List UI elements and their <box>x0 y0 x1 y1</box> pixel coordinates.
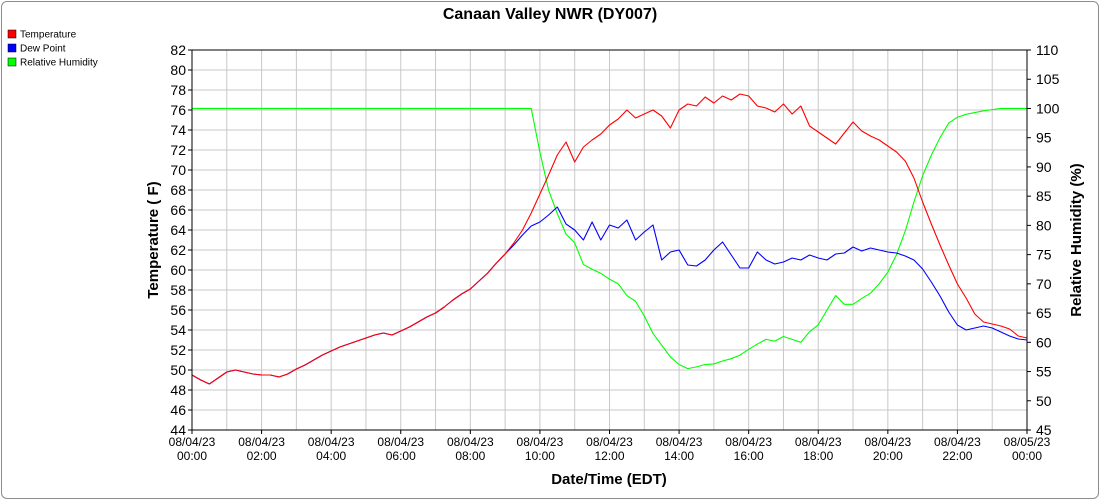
x-tick-date: 08/04/23 <box>308 435 355 449</box>
y2-tick-label: 85 <box>1036 188 1052 204</box>
x-tick-time: 22:00 <box>942 449 972 463</box>
y2-tick-label: 110 <box>1036 42 1059 58</box>
x-tick-date: 08/04/23 <box>517 435 564 449</box>
y-tick-label: 74 <box>170 122 186 138</box>
x-tick-time: 00:00 <box>1012 449 1042 463</box>
temperature-line <box>191 93 1028 385</box>
y-tick-label: 48 <box>170 382 186 398</box>
plot-area <box>191 49 1028 431</box>
y-tick-label: 62 <box>170 242 186 258</box>
chart-title: Canaan Valley NWR (DY007) <box>443 6 657 23</box>
y2-tick-label: 95 <box>1036 130 1052 146</box>
y-tick-label: 60 <box>170 262 186 278</box>
legend: Temperature Dew Point Relative Humidity <box>7 29 98 69</box>
legend-swatch-relative-humidity <box>7 57 17 67</box>
y2-tick-label: 45 <box>1036 422 1052 438</box>
y-tick-label: 52 <box>170 342 186 358</box>
left-axis-ticks: 44 46 48 50 52 54 56 58 60 62 64 66 68 70 72 74 76 78 80 82 <box>170 42 192 438</box>
y2-tick-label: 60 <box>1036 334 1052 350</box>
y2-tick-label: 65 <box>1036 305 1052 321</box>
x-tick-date: 08/04/23 <box>586 435 633 449</box>
y-tick-label: 72 <box>170 142 186 158</box>
x-tick-time: 04:00 <box>316 449 346 463</box>
x-tick-time: 14:00 <box>664 449 694 463</box>
y2-tick-label: 50 <box>1036 393 1052 409</box>
y2-tick-label: 90 <box>1036 159 1052 175</box>
x-tick-date: 08/04/23 <box>447 435 494 449</box>
y-tick-label: 64 <box>170 222 186 238</box>
y-tick-label: 54 <box>170 322 186 338</box>
legend-label-relative-humidity: Relative Humidity <box>20 58 98 69</box>
x-tick-time: 18:00 <box>803 449 833 463</box>
x-tick-date: 08/04/23 <box>795 435 842 449</box>
x-tick-time: 10:00 <box>525 449 555 463</box>
x-axis-ticks: 08/04/2300:0008/04/2302:0008/04/2304:000… <box>169 430 1051 463</box>
y-tick-label: 56 <box>170 302 186 318</box>
x-tick-time: 08:00 <box>455 449 485 463</box>
y-tick-label: 50 <box>170 362 186 378</box>
x-tick-time: 20:00 <box>873 449 903 463</box>
relative-humidity-line <box>192 107 1027 370</box>
y-tick-label: 68 <box>170 182 186 198</box>
y2-axis-label: Relative Humidity (%) <box>1068 163 1085 316</box>
x-tick-date: 08/04/23 <box>864 435 911 449</box>
x-tick-date: 08/04/23 <box>238 435 285 449</box>
legend-swatch-temperature <box>7 29 17 39</box>
x-tick-date: 08/04/23 <box>725 435 772 449</box>
x-tick-time: 12:00 <box>594 449 624 463</box>
y-tick-label: 44 <box>170 422 186 438</box>
x-tick-time: 16:00 <box>734 449 764 463</box>
y-tick-label: 58 <box>170 282 186 298</box>
y2-tick-label: 55 <box>1036 364 1052 380</box>
x-tick-date: 08/04/23 <box>169 435 216 449</box>
y-tick-label: 78 <box>170 82 186 98</box>
legend-label-dew-point: Dew Point <box>20 44 66 55</box>
x-tick-time: 00:00 <box>177 449 207 463</box>
y-tick-label: 82 <box>170 42 186 58</box>
y-tick-label: 46 <box>170 402 186 418</box>
y2-tick-label: 100 <box>1036 100 1060 116</box>
x-tick-date: 08/05/23 <box>1004 435 1051 449</box>
y-tick-label: 70 <box>170 162 186 178</box>
y2-tick-label: 80 <box>1036 217 1052 233</box>
plot-lines <box>191 93 1028 385</box>
x-tick-date: 08/04/23 <box>656 435 703 449</box>
y2-tick-label: 75 <box>1036 247 1052 263</box>
y-tick-label: 76 <box>170 102 186 118</box>
y2-tick-label: 70 <box>1036 276 1052 292</box>
legend-label-temperature: Temperature <box>20 30 77 41</box>
x-tick-date: 08/04/23 <box>934 435 981 449</box>
y-tick-label: 80 <box>170 62 186 78</box>
y-axis-label: Temperature ( F) <box>145 181 162 298</box>
x-tick-time: 02:00 <box>247 449 277 463</box>
right-axis-ticks: 45 50 55 60 65 70 75 80 85 90 95 100 105 110 <box>1027 42 1060 438</box>
x-tick-time: 06:00 <box>386 449 416 463</box>
x-tick-date: 08/04/23 <box>377 435 424 449</box>
y2-tick-label: 105 <box>1036 71 1060 87</box>
x-axis-label: Date/Time (EDT) <box>551 471 667 488</box>
y-tick-label: 66 <box>170 202 186 218</box>
legend-swatch-dew-point <box>7 43 17 53</box>
